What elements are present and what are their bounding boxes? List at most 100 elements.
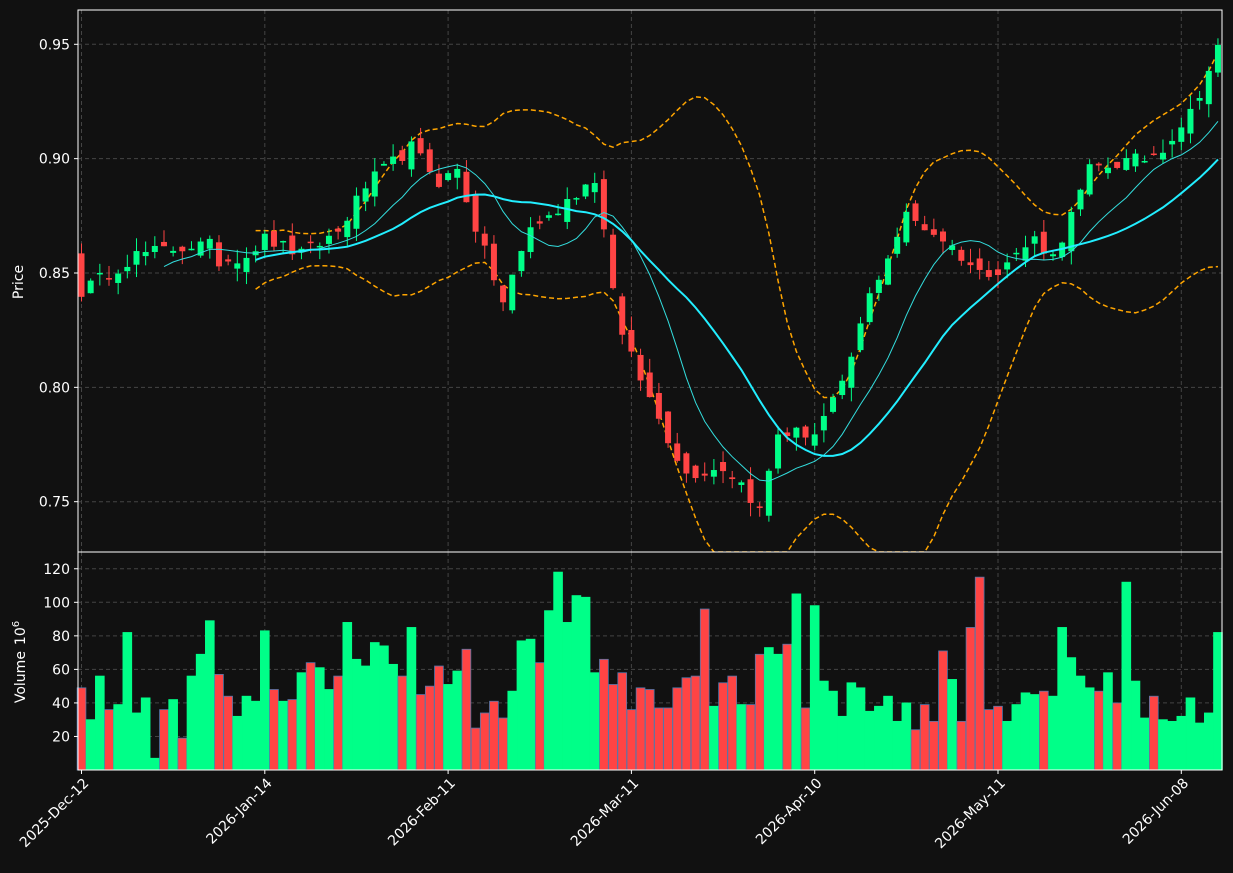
candle-body [1022, 247, 1029, 261]
volume-bars [76, 571, 1223, 771]
volume-bar [993, 705, 1003, 771]
candle-body [371, 171, 378, 197]
candle-body [105, 278, 112, 280]
volume-tick-label: 20 [52, 729, 70, 745]
price-tick-label: 0.75 [39, 495, 70, 511]
volume-bar [929, 720, 939, 771]
volume-bar [956, 720, 967, 771]
candle-body [683, 453, 690, 474]
volume-bar [269, 689, 279, 771]
candle-body [463, 171, 470, 203]
volume-bar [883, 695, 893, 771]
candle-body [775, 434, 782, 469]
volume-bar [1185, 697, 1196, 771]
volume-bar [351, 658, 362, 771]
candle-body [1178, 127, 1185, 142]
volume-bar [846, 682, 857, 771]
candle-body [545, 215, 552, 218]
volume-bar [443, 684, 453, 771]
volume-bar [562, 622, 573, 771]
candle-body [115, 273, 122, 283]
volume-bar [736, 704, 747, 771]
candle-body [225, 259, 232, 262]
volume-bar [599, 658, 609, 771]
candle-body [738, 482, 745, 485]
price-grid [78, 10, 1222, 552]
candle-body [995, 269, 1001, 276]
candle-body [325, 235, 332, 244]
volume-bar [965, 627, 976, 771]
volume-bar [974, 576, 985, 771]
volume-bar [1112, 702, 1122, 771]
candle-body [87, 280, 94, 294]
volume-bar [534, 662, 545, 771]
candle-body [976, 258, 983, 270]
moving-average-lines [163, 120, 1219, 482]
candle-body [1049, 254, 1056, 257]
candle-body [747, 479, 754, 503]
candle-body [197, 241, 204, 256]
volume-bar [278, 700, 288, 771]
candle-body [408, 141, 415, 170]
volume-bar [727, 675, 738, 771]
candle-body [1132, 153, 1139, 167]
candle-body [765, 470, 772, 516]
candle-body [1077, 189, 1084, 210]
candle-body [637, 354, 644, 381]
price-tick-label: 0.90 [39, 152, 70, 168]
volume-bar [589, 672, 600, 771]
volume-bar [452, 670, 463, 771]
volume-bar [85, 719, 96, 771]
volume-bar [608, 684, 618, 771]
volume-bar [113, 704, 123, 771]
candle-body [1086, 164, 1093, 195]
candle-body [811, 434, 818, 446]
volume-bar [626, 709, 637, 771]
candle-body [848, 356, 855, 388]
volume-bar [874, 705, 884, 771]
candle-body [802, 426, 809, 438]
candle-body [894, 236, 901, 254]
candle-body [518, 250, 525, 272]
volume-bar [516, 640, 527, 771]
volume-bar [864, 710, 875, 771]
volume-bar [672, 687, 683, 771]
candle-body [1169, 140, 1176, 145]
candle-body [875, 279, 882, 293]
candles [78, 38, 1221, 522]
volume-bar [379, 645, 389, 771]
upper-band-line [255, 51, 1219, 399]
candle-body [353, 195, 360, 229]
volume-bar [186, 675, 197, 771]
volume-bar [489, 700, 499, 771]
candle-body [582, 184, 589, 197]
candle-body [490, 243, 497, 281]
candle-body [756, 506, 763, 508]
volume-bar [259, 630, 270, 771]
volume-bar [397, 675, 408, 771]
candle-body [610, 234, 617, 289]
candle-body [1205, 70, 1212, 105]
volume-bar [406, 627, 417, 771]
candle-body [1095, 163, 1102, 166]
candle-body [729, 477, 736, 480]
volume-bar [131, 712, 142, 771]
candle-body [830, 397, 837, 412]
volume-bar [250, 700, 261, 771]
volume-bar [919, 704, 930, 771]
volume-bar [828, 690, 838, 771]
bollinger-bands [255, 51, 1219, 552]
candle-body [344, 220, 351, 238]
volume-bar [782, 643, 793, 771]
candle-body [270, 231, 277, 247]
candle-body [1104, 167, 1111, 174]
candle-body [701, 473, 708, 476]
volume-bar [1149, 695, 1159, 771]
candle-body [1123, 158, 1130, 170]
candle-body [445, 173, 452, 181]
volume-bar [718, 682, 728, 771]
price-tick-label: 0.85 [39, 266, 70, 282]
fast-moving-average-line [163, 120, 1219, 482]
candle-body [564, 199, 571, 222]
candle-body [784, 432, 791, 437]
